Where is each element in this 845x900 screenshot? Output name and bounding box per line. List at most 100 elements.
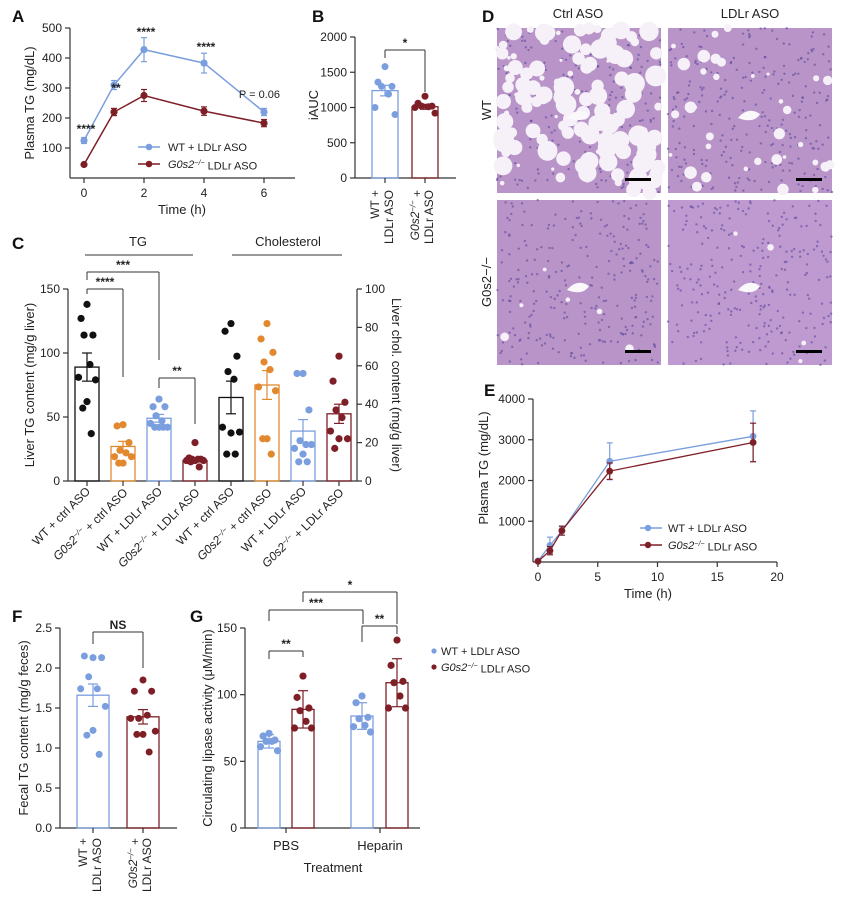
nucleus [666, 112, 670, 116]
nucleus [637, 53, 640, 57]
nucleus [612, 235, 615, 238]
nucleus [789, 136, 793, 140]
nucleus [736, 181, 740, 184]
nucleus [641, 222, 644, 225]
nucleus [606, 234, 609, 237]
nucleus [820, 250, 824, 253]
lipid-vacuole [585, 179, 590, 183]
significance-label: ** [281, 637, 291, 651]
nucleus [538, 337, 542, 340]
nucleus [640, 269, 644, 272]
nucleus [617, 202, 620, 205]
nucleus [692, 148, 696, 152]
nucleus [771, 29, 774, 32]
nucleus [527, 336, 530, 340]
data-point [85, 673, 93, 681]
x-tick-label: G0s2−/− + [408, 190, 424, 240]
data-point [158, 417, 166, 425]
lipid-vacuole [798, 141, 804, 148]
nucleus [500, 249, 504, 252]
nucleus [564, 284, 568, 287]
data-point [381, 63, 389, 71]
nucleus [554, 270, 558, 274]
x-tick-label: PBS [273, 838, 299, 853]
nucleus [829, 68, 832, 71]
nucleus [569, 355, 573, 358]
data-point [115, 459, 123, 467]
nucleus [805, 224, 808, 228]
data-point [87, 430, 95, 438]
nucleus [819, 223, 822, 227]
nucleus [508, 234, 511, 237]
data-point [224, 367, 232, 376]
nucleus [655, 282, 659, 285]
nucleus [527, 331, 531, 335]
nucleus [571, 238, 574, 242]
lipid-vacuole [559, 58, 563, 62]
nucleus [778, 150, 782, 154]
legend-label: WT + LDLr ASO [668, 523, 747, 535]
nucleus [829, 301, 833, 304]
data-point [101, 702, 109, 710]
lipid-vacuole [723, 24, 732, 33]
nucleus [612, 80, 615, 83]
nucleus [644, 274, 647, 278]
nucleus [724, 145, 728, 149]
nucleus [719, 87, 723, 90]
data-point [399, 677, 407, 685]
nucleus [676, 284, 679, 287]
nucleus [671, 108, 675, 111]
nucleus [527, 48, 530, 52]
nucleus [767, 340, 770, 343]
nucleus [794, 216, 798, 219]
nucleus [582, 354, 586, 357]
nucleus [781, 118, 785, 121]
lipid-vacuole [624, 27, 630, 33]
nucleus [535, 299, 538, 303]
nucleus [741, 209, 745, 213]
nucleus [688, 80, 692, 83]
nucleus [674, 105, 678, 108]
nucleus [610, 90, 614, 94]
nucleus [536, 361, 540, 365]
nucleus [829, 312, 833, 315]
nucleus [754, 295, 757, 298]
nucleus [686, 267, 689, 270]
nucleus [803, 60, 806, 64]
nucleus [729, 362, 732, 365]
histology-image [493, 21, 667, 200]
nucleus [695, 331, 699, 334]
lipid-vacuole [529, 60, 546, 77]
nucleus [560, 301, 563, 304]
nucleus [524, 61, 527, 65]
nucleus [743, 100, 746, 103]
nucleus [718, 113, 721, 117]
series-point [200, 107, 208, 115]
nucleus [669, 61, 673, 64]
nucleus [763, 115, 767, 118]
nucleus [589, 212, 593, 215]
nucleus [734, 200, 737, 203]
nucleus [682, 362, 685, 365]
nucleus [762, 306, 765, 309]
nucleus [525, 259, 529, 262]
nucleus [770, 330, 773, 333]
lipid-vacuole [507, 56, 511, 60]
nucleus [759, 27, 762, 30]
nucleus [825, 204, 828, 207]
nucleus [704, 164, 708, 168]
nucleus [647, 245, 650, 249]
nucleus [519, 299, 522, 303]
x-tick-label: G0s2−/− + [126, 838, 142, 888]
nucleus [724, 291, 727, 294]
nucleus [649, 92, 653, 95]
nucleus [599, 218, 603, 222]
x-tick-label: WT + [76, 838, 90, 867]
data-point [364, 713, 372, 721]
significance-label: **** [197, 40, 216, 54]
nucleus [584, 150, 587, 154]
data-point [77, 685, 85, 693]
lipid-vacuole [493, 156, 513, 176]
nucleus [651, 315, 654, 318]
nucleus [798, 108, 801, 112]
